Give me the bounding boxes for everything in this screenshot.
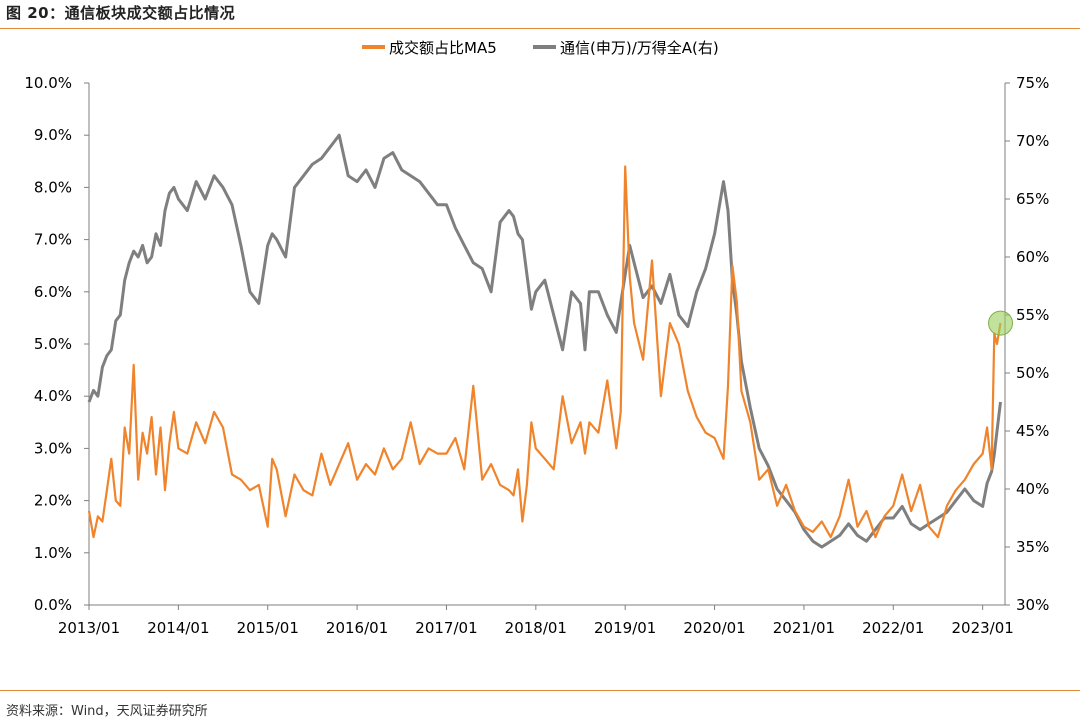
y-right-tick-label: 40% (1016, 480, 1049, 498)
y-right-tick-label: 60% (1016, 248, 1049, 266)
y-right-tick-label: 50% (1016, 364, 1049, 382)
x-tick-label: 2014/01 (147, 619, 209, 637)
bottom-rule (0, 690, 1080, 691)
axes: 0.0% 1.0% 2.0% 3.0% 4.0% 5.0% 6.0% 7.0% 8.0% 9.0%… (24, 74, 1049, 637)
y-right-tick-label: 70% (1016, 132, 1049, 150)
x-tick-label: 2019/01 (594, 619, 656, 637)
y-left-tick-label: 2.0% (34, 492, 72, 510)
y-left-tick-label: 0.0% (34, 596, 72, 614)
y-left-tick-label: 4.0% (34, 387, 72, 405)
legend: 成交额占比MA5 通信(申万)/万得全A(右) (362, 39, 719, 57)
y-right-tick-label: 35% (1016, 538, 1049, 556)
legend-label-series1: 成交额占比MA5 (389, 39, 497, 57)
top-rule (0, 28, 1080, 29)
series-line-relative-index (87, 133, 1002, 549)
source-note: 资料来源：Wind，天风证券研究所 (6, 704, 208, 719)
y-right-tick-label: 30% (1016, 596, 1049, 614)
y-left-tick-label: 3.0% (34, 439, 72, 457)
y-left-tick-label: 8.0% (34, 178, 72, 196)
y-left-tick-label: 7.0% (34, 231, 72, 249)
y-left-tick-label: 9.0% (34, 126, 72, 144)
y-right-tick-label: 65% (1016, 190, 1049, 208)
x-tick-label: 2013/01 (58, 619, 120, 637)
x-tick-label: 2015/01 (237, 619, 299, 637)
legend-label-series2: 通信(申万)/万得全A(右) (560, 39, 719, 57)
y-right-tick-label: 75% (1016, 74, 1049, 92)
x-tick-label: 2017/01 (415, 619, 477, 637)
x-tick-label: 2022/01 (862, 619, 924, 637)
y-left-tick-label: 5.0% (34, 335, 72, 353)
series-line-turnover-share (87, 165, 1002, 539)
x-tick-label: 2018/01 (505, 619, 567, 637)
figure-title: 图 20：通信板块成交额占比情况 (6, 4, 236, 22)
chart: 成交额占比MA5 通信(申万)/万得全A(右) 0.0% 1.0% 2.0% 3.0%… (24, 39, 1049, 637)
y-left-tick-label: 10.0% (24, 74, 72, 92)
y-right-tick-label: 45% (1016, 422, 1049, 440)
plot-area (87, 133, 1014, 549)
x-tick-label: 2021/01 (773, 619, 835, 637)
y-left-tick-label: 6.0% (34, 283, 72, 301)
x-tick-label: 2020/01 (683, 619, 745, 637)
latest-value-marker (988, 310, 1014, 336)
y-left-tick-label: 1.0% (34, 544, 72, 562)
x-tick-label: 2016/01 (326, 619, 388, 637)
x-tick-label: 2023/01 (951, 619, 1013, 637)
y-right-tick-label: 55% (1016, 306, 1049, 324)
